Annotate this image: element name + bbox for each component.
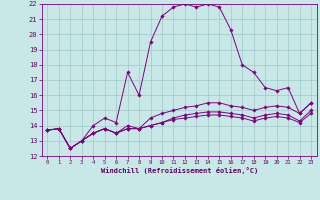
X-axis label: Windchill (Refroidissement éolien,°C): Windchill (Refroidissement éolien,°C) bbox=[100, 167, 258, 174]
